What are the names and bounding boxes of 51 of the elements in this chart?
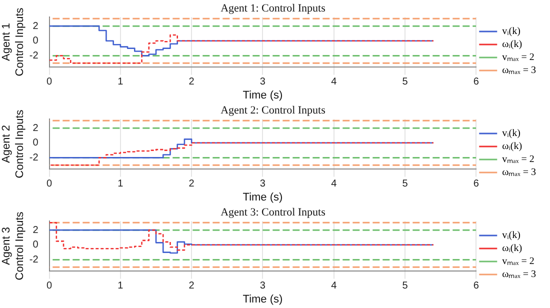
y-tick-label: 0 <box>32 36 39 47</box>
x-tick-label: 3 <box>260 280 266 292</box>
y-tick-label: 0 <box>32 240 39 251</box>
x-tick-label: 4 <box>331 280 338 292</box>
x-tick-label: 5 <box>402 280 408 292</box>
x-tick-label: 1 <box>118 280 124 292</box>
x-tick-label: 0 <box>46 178 53 190</box>
x-tick-label: 3 <box>260 178 266 190</box>
y-tick-label: -2 <box>29 152 39 164</box>
legend-label: ωₘₐₓ = 3 <box>502 65 536 76</box>
x-tick-label: 1 <box>118 178 124 190</box>
chart-title: Agent 2: Control Inputs <box>220 104 326 116</box>
x-tick-label: 6 <box>473 280 480 292</box>
x-tick-label: 2 <box>188 76 195 88</box>
x-tick-label: 4 <box>331 178 338 190</box>
legend-label: ωₘₐₓ = 3 <box>502 167 536 178</box>
legend-label: vₘₐₓ = 2 <box>502 256 534 268</box>
x-tick-label: 3 <box>260 76 266 88</box>
y-axis-title: Agent 3 Control Inputs <box>0 211 26 280</box>
y-axis-title: Agent 1 Control Inputs <box>0 7 26 76</box>
legend-label: ωᵢ(k) <box>502 243 522 254</box>
x-axis-title: Time (s) <box>242 191 283 204</box>
y-tick-label: 2 <box>32 122 39 134</box>
legend-label: ωₘₐₓ = 3 <box>502 269 536 280</box>
x-axis-title: Time (s) <box>242 293 283 306</box>
x-tick-label: 6 <box>473 178 480 190</box>
y-axis-title: Agent 2 Control Inputs <box>0 109 26 178</box>
x-tick-label: 5 <box>402 76 408 88</box>
x-tick-label: 0 <box>46 76 53 88</box>
y-tick-label: -2 <box>29 254 39 266</box>
x-tick-label: 5 <box>402 178 408 190</box>
y-tick-label: -2 <box>29 50 39 62</box>
x-axis-title: Time (s) <box>242 89 283 102</box>
x-tick-label: 2 <box>188 280 195 292</box>
legend-label: vₘₐₓ = 2 <box>502 154 534 166</box>
chart-title: Agent 1: Control Inputs <box>220 2 326 14</box>
y-tick-label: 0 <box>32 138 39 149</box>
legend-label: ωᵢ(k) <box>502 39 522 50</box>
y-tick-label: 2 <box>32 224 39 236</box>
legend-label: vᵢ(k) <box>502 230 520 242</box>
x-tick-label: 1 <box>118 76 124 88</box>
y-tick-label: 2 <box>32 20 39 32</box>
legend-label: ωᵢ(k) <box>502 141 522 152</box>
x-tick-label: 0 <box>46 280 53 292</box>
x-tick-label: 2 <box>188 178 195 190</box>
legend-label: vᵢ(k) <box>502 26 520 38</box>
x-tick-label: 4 <box>331 76 338 88</box>
x-tick-label: 6 <box>473 76 480 88</box>
chart-title: Agent 3: Control Inputs <box>220 206 326 218</box>
legend-label: vᵢ(k) <box>502 128 520 140</box>
legend-label: vₘₐₓ = 2 <box>502 52 534 64</box>
